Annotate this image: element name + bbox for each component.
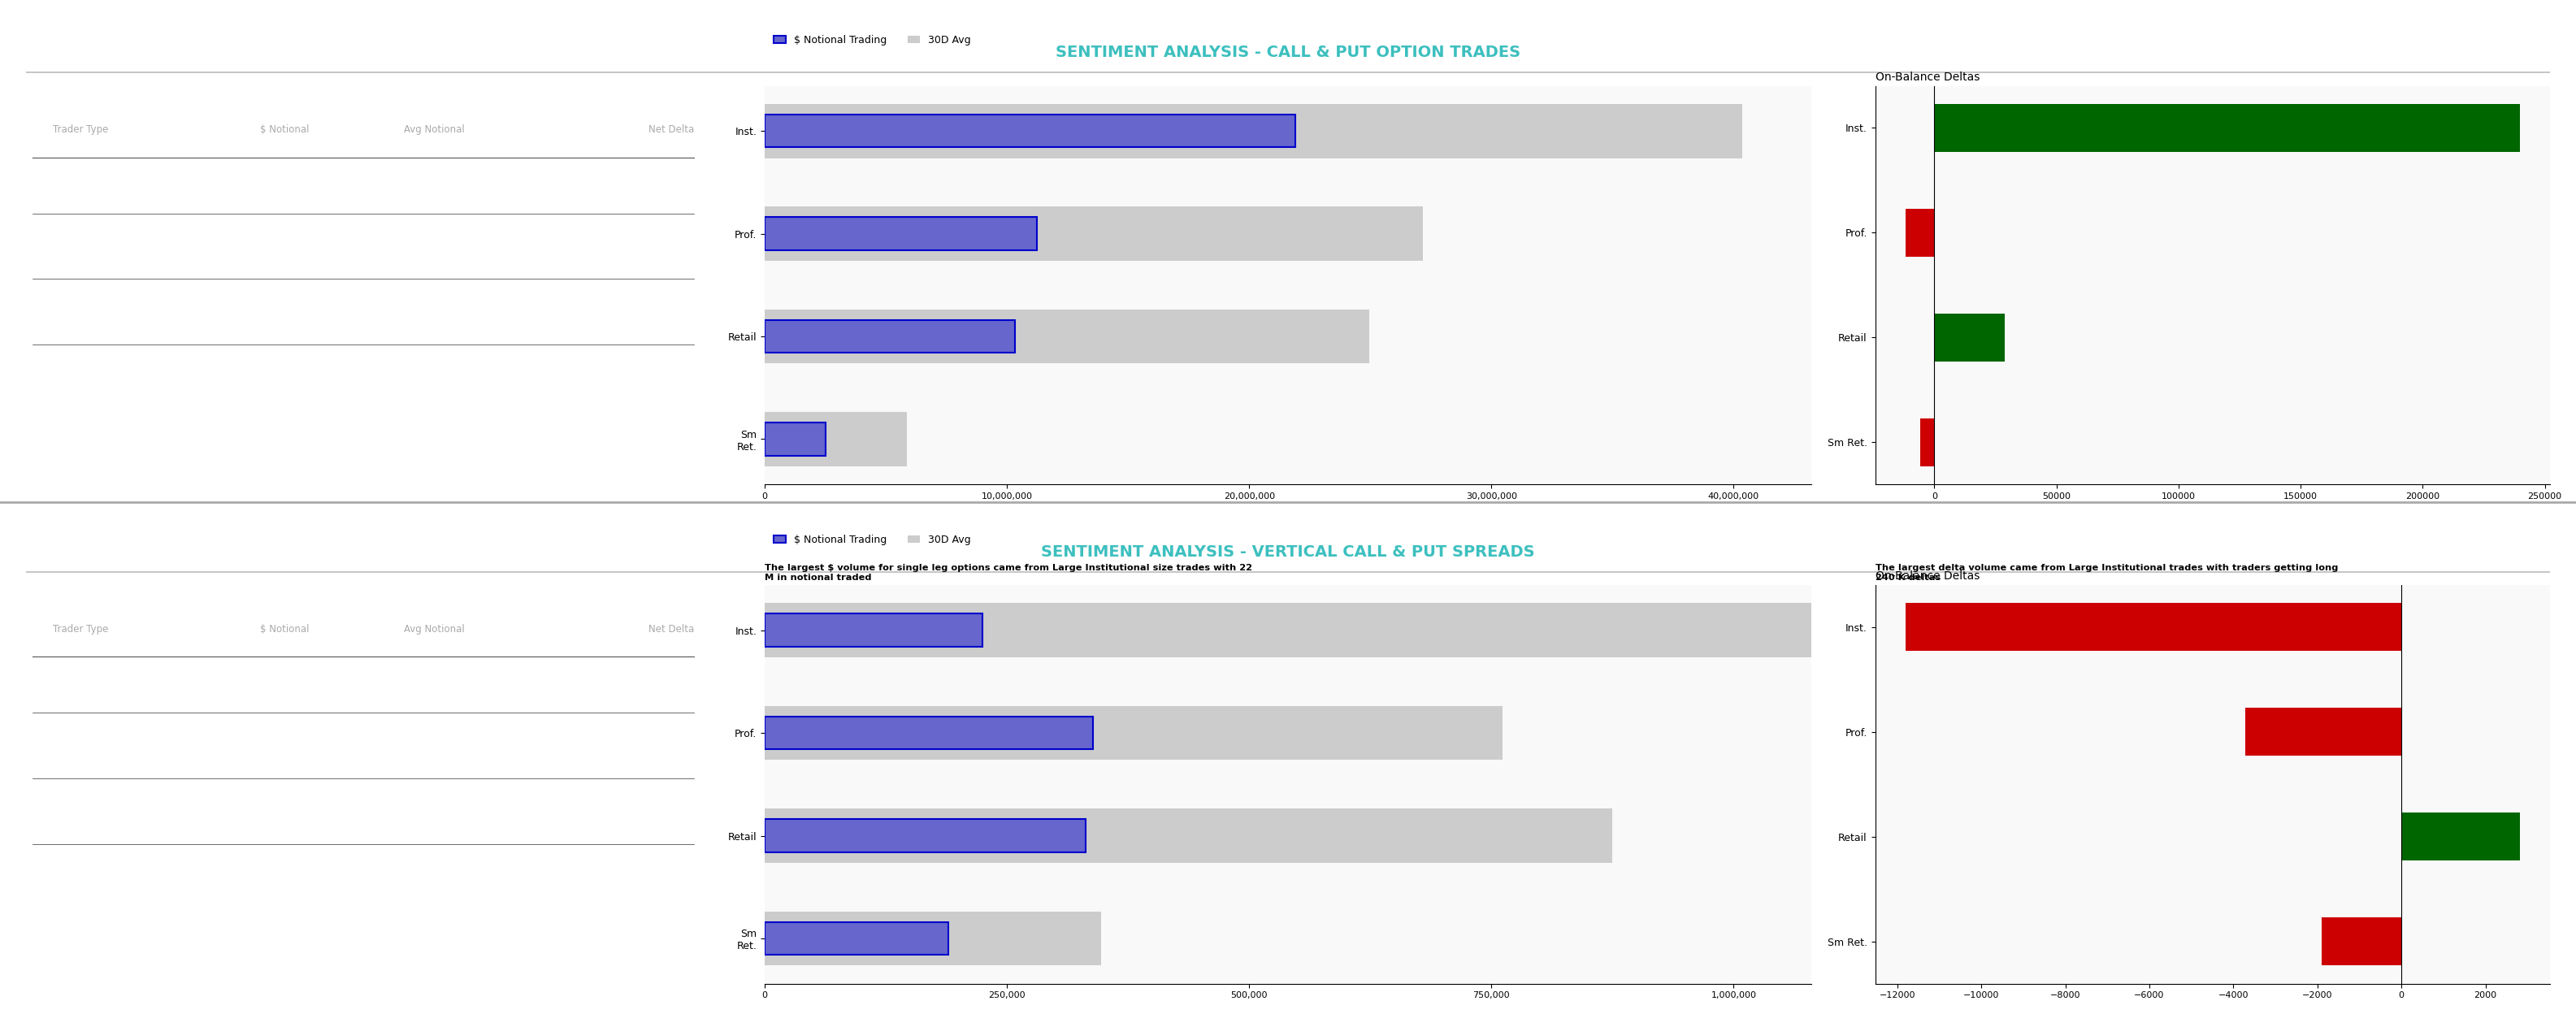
Text: Avg Notional: Avg Notional (404, 125, 464, 135)
Bar (765, 309, 1370, 363)
Bar (1935, 103, 2519, 152)
Text: -11,796: -11,796 (652, 877, 693, 887)
Text: -1,892: -1,892 (657, 679, 693, 690)
Text: The largest delta volume came from Large Institutional trades with traders getti: The largest delta volume came from Large… (1875, 564, 2339, 582)
Text: Net Delta: Net Delta (649, 624, 693, 634)
Text: Professional: Professional (52, 811, 124, 821)
Text: Net Delta: Net Delta (649, 125, 693, 135)
Bar (765, 717, 1092, 749)
Text: $ Notional: $ Notional (260, 624, 309, 634)
Text: SENTIMENT ANALYSIS - VERTICAL CALL & PUT SPREADS: SENTIMENT ANALYSIS - VERTICAL CALL & PUT… (1041, 545, 1535, 560)
Text: 1,099,217: 1,099,217 (407, 877, 464, 887)
Bar (765, 603, 1829, 657)
Text: 24,951,240: 24,951,240 (399, 245, 464, 257)
Text: Trader Type: Trader Type (52, 125, 108, 135)
Bar (765, 115, 1296, 147)
Text: Retail: Retail (52, 745, 85, 755)
Text: Trader Type: Trader Type (52, 624, 108, 634)
Bar (765, 320, 1015, 353)
Text: -11,646: -11,646 (652, 311, 693, 322)
Bar (1906, 603, 2401, 651)
Text: On-Balance Deltas: On-Balance Deltas (1875, 571, 1978, 582)
Text: Large Institutional: Large Institutional (52, 377, 157, 388)
Text: 28,786: 28,786 (654, 245, 693, 257)
Text: 761,255: 761,255 (417, 811, 464, 821)
Text: Small Retail: Small Retail (52, 679, 121, 690)
Text: 5,874,276: 5,874,276 (407, 180, 464, 191)
Text: Retail: Retail (52, 245, 85, 257)
Bar (765, 819, 1084, 852)
Bar (1906, 209, 1935, 257)
Text: Avg Notional: Avg Notional (404, 624, 464, 634)
Text: On-Balance Deltas: On-Balance Deltas (1875, 71, 1978, 82)
Text: 874,282: 874,282 (417, 745, 464, 755)
Text: Small Retail: Small Retail (52, 180, 121, 191)
Legend: $ Notional Trading, 30D Avg: $ Notional Trading, 30D Avg (770, 530, 974, 549)
Text: 2,812: 2,812 (662, 745, 693, 755)
Legend: $ Notional Trading, 30D Avg: $ Notional Trading, 30D Avg (770, 31, 974, 50)
Text: 11,232,140: 11,232,140 (245, 311, 309, 322)
Text: 40,366,290: 40,366,290 (399, 377, 464, 388)
Text: Professional: Professional (52, 311, 124, 322)
Text: SENTIMENT ANALYSIS - CALL & PUT OPTION TRADES: SENTIMENT ANALYSIS - CALL & PUT OPTION T… (1056, 45, 1520, 60)
Text: 10,334,940: 10,334,940 (245, 245, 309, 257)
Bar (765, 912, 1100, 965)
Bar (1919, 419, 1935, 466)
Bar (765, 706, 1502, 760)
Text: 338,335: 338,335 (263, 811, 309, 821)
Bar (2246, 708, 2401, 755)
Bar (1935, 313, 2004, 361)
Bar (765, 613, 984, 647)
Bar (765, 103, 1741, 158)
Text: -5,848: -5,848 (657, 180, 693, 191)
Text: Large Institutional: Large Institutional (52, 877, 157, 887)
Bar (765, 217, 1038, 250)
Bar (2401, 813, 2519, 861)
Text: $ Notional: $ Notional (260, 125, 309, 135)
Bar (765, 922, 948, 955)
Text: 239,683: 239,683 (649, 377, 693, 388)
Text: The largest $ volume for single leg options came from Large Institutional size t: The largest $ volume for single leg opti… (765, 564, 1252, 582)
Bar (765, 423, 827, 455)
Text: 225,000: 225,000 (263, 877, 309, 887)
Bar (765, 412, 907, 466)
Bar (765, 808, 1613, 863)
Text: 331,023: 331,023 (263, 745, 309, 755)
Text: 21,888,140: 21,888,140 (245, 377, 309, 388)
Text: 347,191: 347,191 (417, 679, 464, 690)
Text: -3,712: -3,712 (657, 811, 693, 821)
Text: 2,518,305: 2,518,305 (252, 180, 309, 191)
Text: 27,173,510: 27,173,510 (399, 311, 464, 322)
Text: 189,171: 189,171 (263, 679, 309, 690)
Bar (765, 207, 1422, 261)
Bar (2321, 918, 2401, 965)
